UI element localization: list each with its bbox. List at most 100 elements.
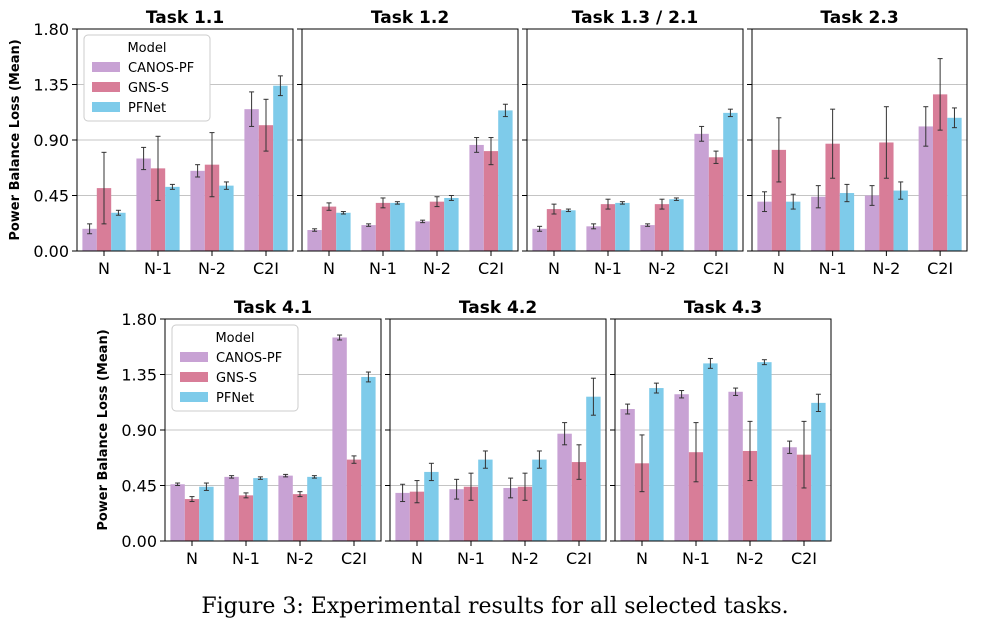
x-tick-label: C2I (566, 549, 592, 568)
bar-canos-pf-c2i (557, 433, 572, 541)
panel-title: Task 4.3 (684, 298, 762, 318)
bar-pfnet-c2i (586, 396, 601, 541)
x-tick-label: N-2 (423, 259, 451, 278)
x-tick-label: C2I (478, 259, 504, 278)
bar-gns-s-n (771, 149, 787, 251)
bar-gns-s-n-2 (429, 201, 445, 251)
chart-panel-1: N N-1 N-2 C2I 0.00 0.45 0.90 1.35 1.80 Task 1.1 Po… (8, 8, 294, 278)
chart-panel-4: N N-1 N-2 C2I Task 2.3 (747, 8, 968, 278)
bar-pfnet-n-1 (703, 363, 718, 541)
bar-gns-s-n (184, 499, 200, 541)
x-tick-label: C2I (791, 549, 817, 568)
bar-pfnet-n-2 (532, 459, 547, 541)
bar-pfnet-n-2 (757, 362, 772, 541)
bar-gns-s-n-1 (463, 486, 479, 541)
bar-gns-s-n-1 (600, 204, 616, 251)
legend-label: CANOS-PF (216, 351, 282, 366)
legend: Model CANOS-PF GNS-S PFNet (171, 324, 299, 412)
bar-pfnet-n-1 (390, 202, 405, 251)
bar-pfnet-n (649, 388, 664, 541)
bar-canos-pf-n (170, 484, 185, 541)
legend-swatch-pfnet (180, 392, 208, 402)
bar-canos-pf-n (620, 409, 635, 541)
bar-pfnet-n-2 (444, 197, 459, 251)
x-tick-label: C2I (703, 259, 729, 278)
bar-gns-s-n (321, 206, 337, 251)
chart-panel-6: N N-1 N-2 C2I Task 4.2 (385, 298, 607, 568)
x-tick-label: C2I (927, 259, 953, 278)
bar-pfnet-c2i (498, 110, 513, 252)
chart-panel-3: N N-1 N-2 C2I Task 1.3 / 2.1 (522, 8, 744, 278)
y-tick-label: 1.35 (121, 366, 157, 385)
panel-title: Task 1.3 / 2.1 (572, 8, 699, 28)
x-tick-label: C2I (341, 549, 367, 568)
bar-pfnet-n (424, 471, 439, 541)
legend-swatch-canos-pf (92, 62, 120, 72)
bar-canos-pf-n-2 (415, 221, 430, 251)
y-axis-label: Power Balance Loss (Mean) (96, 329, 111, 530)
legend-swatch-gns-s (92, 82, 120, 92)
x-tick-label: N-1 (144, 259, 172, 278)
legend-label: PFNet (128, 101, 166, 116)
y-tick-label: 0.90 (121, 421, 157, 440)
bar-canos-pf-n-2 (728, 391, 743, 541)
bar-canos-pf-n-1 (136, 158, 151, 251)
x-tick-label: N-2 (286, 549, 314, 568)
chart-panel-5: N N-1 N-2 C2I 0.00 0.45 0.90 1.35 1.80 Task 4.1 Po… (96, 298, 382, 568)
bar-canos-pf-n-1 (674, 394, 689, 541)
bar-canos-pf-n (307, 230, 322, 251)
bar-pfnet-n (111, 212, 126, 251)
y-tick-label: 1.80 (121, 310, 157, 329)
bar-canos-pf-c2i (782, 447, 797, 541)
bar-gns-s-c2i (483, 151, 499, 251)
bar-canos-pf-n-2 (864, 195, 880, 251)
bar-gns-s-c2i (258, 125, 274, 251)
panel-title: Task 4.1 (234, 298, 312, 318)
chart-panel-7: N N-1 N-2 C2I Task 4.3 (610, 298, 832, 568)
bar-gns-s-n (546, 209, 562, 251)
x-tick-label: N-2 (872, 259, 900, 278)
x-tick-label: N (773, 259, 785, 278)
figure-caption: Figure 3: Experimental results for all s… (201, 594, 789, 619)
bar-canos-pf-n-2 (190, 170, 205, 251)
legend-label: GNS-S (128, 81, 169, 96)
y-tick-label: 0.00 (121, 532, 157, 551)
bar-gns-s-n-2 (879, 142, 894, 251)
x-tick-label: N-1 (819, 259, 847, 278)
bar-canos-pf-n-1 (586, 226, 601, 251)
chart-panel-2: N N-1 N-2 C2I Task 1.2 (297, 8, 519, 278)
panel-title: Task 1.1 (146, 8, 224, 28)
bar-canos-pf-c2i (918, 126, 933, 251)
legend-label: GNS-S (216, 371, 257, 386)
y-tick-label: 0.45 (121, 477, 157, 496)
panel-title: Task 4.2 (459, 298, 537, 318)
legend: Model CANOS-PF GNS-S PFNet (83, 34, 211, 122)
bar-pfnet-n-2 (669, 199, 684, 251)
y-tick-label: 0.45 (33, 187, 69, 206)
y-tick-label: 0.00 (33, 242, 69, 261)
bar-gns-s-c2i (708, 157, 724, 251)
bar-pfnet-n (561, 210, 576, 251)
x-tick-label: N-1 (457, 549, 485, 568)
bar-pfnet-c2i (947, 117, 962, 251)
x-tick-label: N-2 (511, 549, 539, 568)
x-tick-label: N (411, 549, 423, 568)
bar-gns-s-n-1 (150, 168, 166, 251)
x-tick-label: N (548, 259, 560, 278)
legend-box (83, 34, 211, 122)
bar-canos-pf-n-2 (278, 475, 293, 541)
bar-gns-s-c2i (796, 454, 812, 541)
x-tick-label: N (323, 259, 335, 278)
x-tick-label: N-2 (736, 549, 764, 568)
bar-canos-pf-n (395, 492, 410, 541)
bar-pfnet-n-1 (615, 202, 630, 251)
y-tick-label: 1.80 (33, 20, 69, 39)
bar-canos-pf-n-2 (640, 225, 655, 251)
bar-gns-s-c2i (571, 462, 587, 541)
bar-pfnet-n (336, 212, 351, 251)
bar-canos-pf-c2i (694, 133, 709, 251)
x-tick-label: N (98, 259, 110, 278)
x-tick-label: C2I (253, 259, 279, 278)
y-axis-label: Power Balance Loss (Mean) (8, 39, 23, 240)
